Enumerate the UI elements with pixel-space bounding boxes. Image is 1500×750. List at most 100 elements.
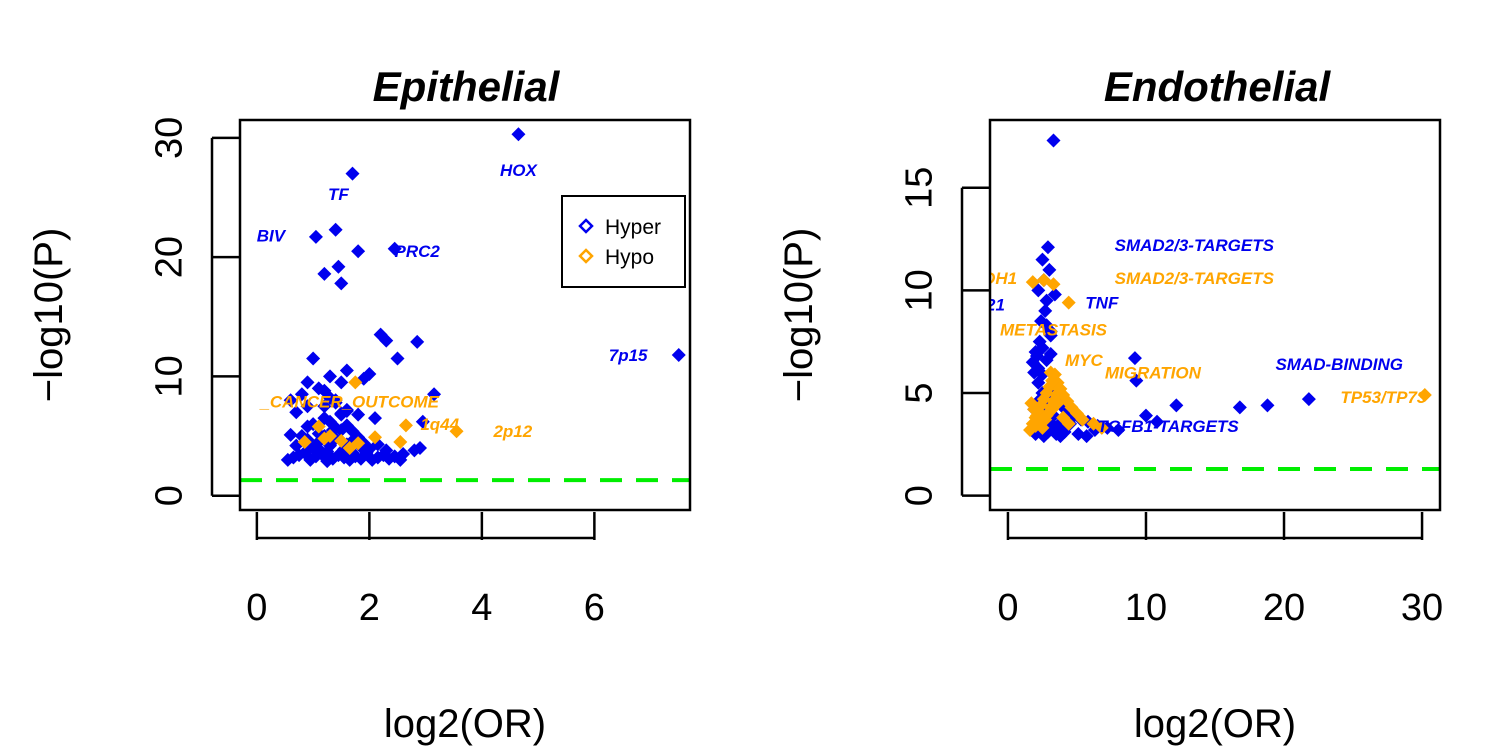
annotation-label: TP53/TP73 — [1340, 388, 1427, 407]
data-point — [1138, 408, 1153, 423]
data-point — [393, 435, 408, 450]
data-point — [311, 419, 326, 434]
y-tick-label: 0 — [148, 485, 190, 506]
data-point — [1046, 277, 1061, 292]
chart-title: Endothelial — [1104, 63, 1332, 110]
data-point — [368, 411, 382, 426]
data-point — [328, 222, 343, 237]
x-tick-label: 2 — [359, 587, 380, 629]
x-tick-label: 10 — [1125, 587, 1167, 629]
legend: Hyper Hypo — [561, 195, 686, 288]
annotation-label: TNF — [1085, 294, 1119, 313]
data-point — [398, 418, 413, 433]
data-point — [317, 266, 332, 281]
data-point — [334, 433, 349, 448]
data-point — [1169, 398, 1184, 413]
annotation-label: HOX — [500, 161, 539, 180]
data-point — [1232, 400, 1247, 415]
series-hypo — [1023, 273, 1432, 437]
data-point — [1075, 412, 1090, 427]
x-tick-label: 4 — [471, 587, 492, 629]
y-tick-label: 20 — [148, 236, 190, 278]
data-point — [283, 427, 298, 442]
annotation-label: SMAD2/3-TARGETS — [1115, 236, 1275, 255]
annotation-label: 2p12 — [492, 422, 532, 441]
data-point — [1040, 240, 1055, 255]
x-axis-label: log2(OR) — [384, 702, 546, 746]
annotation-label: TF — [328, 185, 349, 204]
series-hyper — [280, 127, 686, 469]
series-hypo — [297, 375, 464, 455]
data-point — [511, 127, 526, 142]
y-tick-label: 15 — [898, 167, 940, 209]
epithelial-panel: Epithelial −log10(P) log2(OR) HOX TF BIV PR… — [27, 63, 692, 746]
data-point — [300, 399, 315, 414]
data-point — [328, 395, 343, 410]
data-point — [396, 446, 411, 461]
data-point — [1047, 287, 1062, 302]
data-point — [1035, 340, 1050, 355]
annotation-label: TGFB1-TARGETS — [1097, 417, 1239, 436]
endothelial-panel: Endothelial −log10(P) log2(OR) SMAD2/3-T… — [777, 63, 1442, 746]
data-point — [339, 363, 354, 378]
annotation-label: BIV — [257, 227, 287, 246]
plot-frame — [988, 118, 1442, 512]
data-point — [379, 443, 394, 458]
data-point — [297, 435, 312, 450]
data-point — [345, 166, 360, 181]
y-tick-label: 30 — [148, 117, 190, 159]
data-point — [449, 424, 464, 439]
data-point — [1043, 328, 1058, 343]
data-point — [407, 443, 422, 458]
data-point — [1127, 351, 1142, 366]
data-point — [289, 405, 304, 420]
data-point — [1061, 295, 1076, 310]
data-point — [368, 430, 382, 445]
data-point — [331, 259, 346, 274]
data-point — [1052, 381, 1067, 396]
legend-marker-hypo — [578, 248, 594, 264]
legend-marker-hyper — [578, 218, 594, 234]
data-point — [334, 276, 349, 291]
chart-title: Epithelial — [373, 63, 561, 110]
data-point — [1039, 318, 1054, 333]
data-point — [1043, 347, 1058, 361]
data-point — [387, 241, 402, 256]
y-axis-label: −log10(P) — [777, 228, 821, 403]
x-tick-label: 0 — [246, 587, 267, 629]
data-point — [348, 375, 363, 390]
data-point — [415, 414, 430, 429]
x-tick-label: 6 — [584, 587, 605, 629]
data-point — [1050, 396, 1065, 411]
data-point — [339, 404, 354, 419]
y-tick-label: 10 — [148, 355, 190, 397]
data-point — [306, 351, 321, 366]
data-point — [1079, 429, 1094, 444]
data-point — [1042, 262, 1057, 277]
data-point — [342, 440, 357, 455]
legend-label-hypo: Hypo — [605, 246, 654, 269]
data-point — [362, 367, 377, 382]
data-point — [1417, 388, 1432, 403]
data-point — [283, 393, 298, 408]
data-point — [373, 327, 388, 342]
data-point — [334, 375, 349, 390]
data-point — [1260, 398, 1275, 413]
data-point — [1301, 392, 1316, 407]
data-point — [300, 375, 315, 390]
plot-clip: SMAD2/3-TARGETS SMAD2/3-TARGETS TNF OH1 21 ME… — [985, 133, 1440, 471]
data-point — [1046, 133, 1061, 148]
annotation-label: _CANCER_OUTCOME — [259, 392, 439, 411]
annotation-label: 21 — [985, 296, 1005, 315]
data-point — [351, 407, 366, 422]
y-tick-label: 0 — [898, 485, 940, 506]
data-point — [1061, 416, 1076, 431]
data-point — [1129, 373, 1144, 388]
annotation-label: PRC2 — [395, 242, 441, 261]
annotation-label: MIGRATION — [1105, 363, 1202, 382]
annotation-label: 7p15 — [609, 346, 648, 365]
data-point — [1150, 414, 1165, 429]
data-point — [390, 351, 405, 366]
annotation-label: 1q44 — [420, 415, 459, 434]
data-point — [311, 442, 326, 457]
